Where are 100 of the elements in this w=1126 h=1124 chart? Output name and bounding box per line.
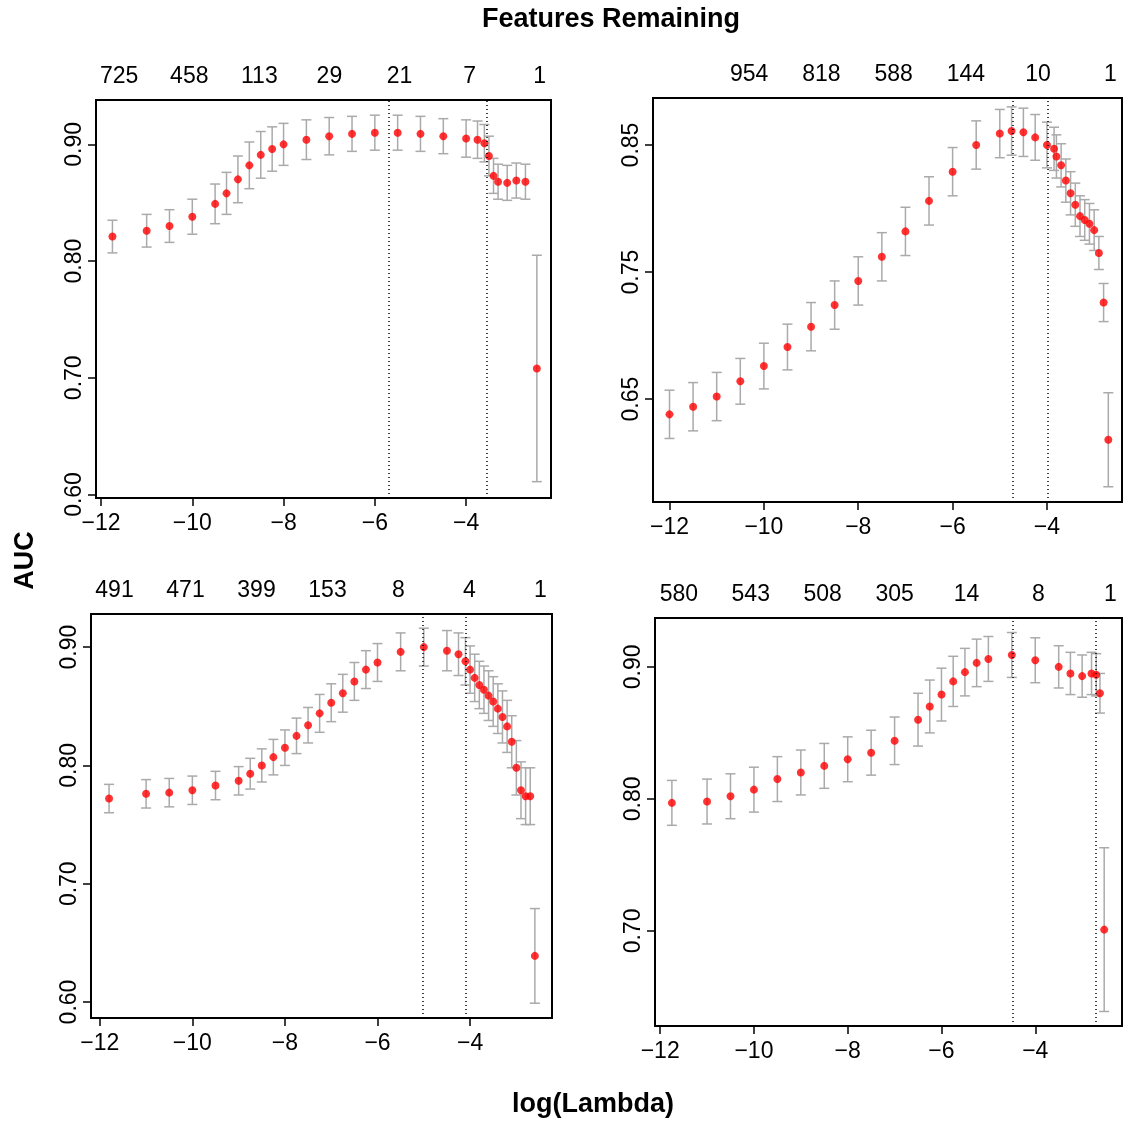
point: [1104, 435, 1113, 444]
point: [233, 175, 242, 184]
point: [1095, 689, 1104, 698]
text: 153: [308, 575, 347, 602]
point: [222, 189, 231, 198]
text: 10: [1025, 59, 1051, 86]
point: [1066, 189, 1075, 198]
x-tick-label: −10: [744, 512, 784, 539]
point: [105, 794, 114, 803]
point: [948, 167, 957, 176]
point: [454, 650, 463, 659]
point: [1054, 662, 1063, 671]
point: [667, 798, 676, 807]
point: [854, 276, 863, 285]
point: [489, 697, 498, 706]
point: [1031, 656, 1040, 665]
point: [498, 712, 507, 721]
point: [512, 763, 521, 772]
point: [890, 736, 899, 745]
point: [972, 141, 981, 149]
point: [925, 196, 934, 205]
point: [1085, 219, 1094, 228]
point: [530, 951, 539, 960]
text: 113: [241, 61, 278, 88]
point: [526, 792, 535, 801]
point: [245, 161, 254, 170]
point: [188, 786, 197, 795]
point: [246, 769, 255, 778]
y-tick-label: 0.90: [59, 121, 86, 167]
point: [820, 761, 829, 770]
point: [211, 781, 220, 790]
y-tick-label: 0.75: [616, 249, 643, 295]
point: [877, 252, 886, 261]
point: [315, 709, 324, 718]
x-tick-label: −4: [1033, 512, 1061, 539]
point: [439, 132, 448, 141]
point: [512, 176, 521, 185]
point: [279, 140, 288, 149]
point: [479, 685, 488, 694]
y-tick-label: 0.80: [618, 776, 645, 822]
x-tick-label: −12: [80, 1028, 120, 1055]
point: [484, 691, 493, 700]
x-tick-label: −12: [640, 1036, 680, 1063]
point: [165, 222, 174, 231]
point: [304, 721, 313, 730]
point: [1066, 669, 1075, 678]
text: 8: [392, 575, 405, 602]
text: 305: [875, 579, 914, 606]
y-tick-label: 0.80: [54, 743, 81, 788]
point: [361, 665, 370, 674]
point: [759, 362, 768, 371]
y-tick-label: 0.65: [616, 376, 643, 422]
x-tick-label: −8: [270, 508, 297, 535]
text: 491: [95, 575, 134, 602]
point: [830, 301, 839, 310]
point: [325, 132, 334, 141]
text: 580: [659, 579, 698, 606]
text: 458: [170, 61, 209, 88]
point: [461, 657, 470, 666]
point: [292, 731, 301, 740]
point: [257, 761, 266, 770]
point: [1076, 212, 1085, 221]
point: [268, 145, 277, 154]
text: 1: [1103, 59, 1117, 86]
x-tick-label: −4: [456, 1028, 484, 1055]
text: 543: [731, 579, 770, 606]
y-tick-label: 0.90: [54, 624, 81, 670]
point: [726, 792, 735, 801]
point: [1071, 200, 1080, 209]
point: [1007, 650, 1016, 659]
point: [1061, 176, 1070, 185]
point: [1031, 133, 1040, 142]
point: [807, 322, 816, 331]
point: [338, 689, 347, 698]
point: [493, 704, 502, 713]
y-axis-title: AUC: [8, 530, 40, 590]
point: [165, 788, 174, 797]
point: [142, 226, 151, 235]
point: [783, 343, 792, 351]
x-tick-label: −12: [650, 512, 690, 539]
y-tick-label: 0.80: [59, 238, 86, 284]
point: [494, 177, 503, 186]
point: [1042, 141, 1051, 149]
text: 818: [802, 59, 841, 86]
point: [1078, 672, 1087, 681]
point: [462, 134, 471, 143]
point: [1094, 249, 1103, 257]
point: [1050, 144, 1059, 153]
point: [507, 737, 516, 746]
point: [972, 658, 981, 667]
text: 1: [533, 61, 547, 88]
text: 471: [166, 575, 205, 602]
point: [736, 377, 745, 386]
y-tick-label: 0.70: [54, 861, 81, 907]
y-tick-label: 0.90: [618, 644, 645, 690]
point: [393, 128, 402, 137]
point: [442, 646, 451, 655]
point: [517, 786, 525, 795]
point: [796, 768, 805, 777]
point: [503, 178, 512, 187]
